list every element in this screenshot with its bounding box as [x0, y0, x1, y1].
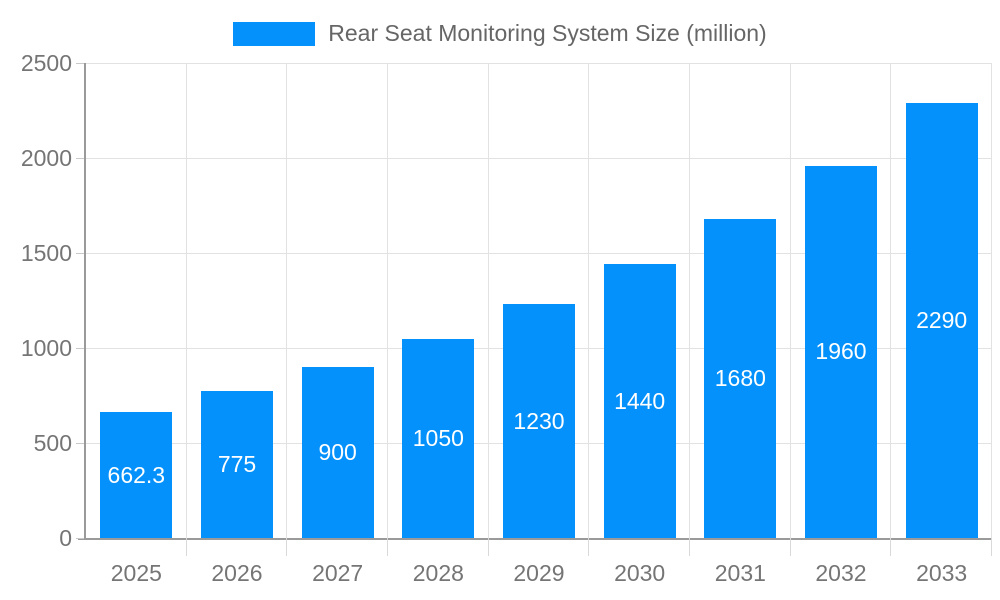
- bar-value-label: 1440: [614, 387, 666, 414]
- x-tick-label: 2025: [110, 560, 162, 586]
- x-axis-tick: [890, 538, 892, 556]
- bar-value-label: 1960: [815, 338, 867, 365]
- y-gridline: [86, 253, 992, 254]
- x-tick-label: 2030: [614, 560, 666, 586]
- x-tick-label: 2032: [815, 560, 867, 586]
- x-gridline: [487, 63, 489, 538]
- x-axis-tick: [991, 538, 992, 556]
- bar-2033[interactable]: 2290: [905, 102, 978, 538]
- x-axis-tick: [387, 538, 388, 556]
- bar-value-label: 662.3: [107, 461, 166, 488]
- y-tick-label: 500: [33, 430, 72, 456]
- bar-2032[interactable]: 1960: [805, 165, 877, 538]
- bar-value-label: 900: [318, 439, 357, 465]
- y-axis-line: [84, 63, 86, 540]
- x-axis-tick: [185, 538, 187, 556]
- x-tick-label: 2033: [916, 560, 968, 586]
- bar-value-label: 1680: [714, 364, 766, 391]
- bar-2028[interactable]: 1050: [402, 338, 475, 538]
- plot-area: 0 500 1000 1500 2000 2500 662.3 2025 775 2026 900 2…: [21, 52, 992, 585]
- y-axis-tick: [76, 443, 84, 444]
- x-gridline: [991, 63, 992, 538]
- bar-2031[interactable]: 1680: [704, 218, 777, 538]
- x-gridline: [185, 63, 187, 538]
- x-axis-tick: [487, 538, 489, 556]
- x-tick-label: 2027: [312, 560, 364, 586]
- y-axis-tick: [76, 63, 84, 64]
- x-gridline: [789, 63, 791, 538]
- legend-item[interactable]: Rear Seat Monitoring System Size (millio…: [0, 20, 1000, 47]
- legend-label: Rear Seat Monitoring System Size (millio…: [328, 20, 767, 46]
- x-axis-tick: [689, 538, 690, 556]
- y-tick-label: 1000: [20, 335, 72, 361]
- x-gridline: [890, 63, 892, 538]
- bar-2026[interactable]: 775: [201, 390, 273, 538]
- y-axis-tick: [76, 158, 84, 159]
- x-gridline: [588, 63, 590, 538]
- x-axis-tick: [789, 538, 791, 556]
- x-axis-line: [78, 538, 992, 540]
- y-gridline: [86, 158, 992, 159]
- legend-swatch: [233, 21, 316, 46]
- y-axis-tick: [76, 348, 84, 349]
- y-tick-label: 1500: [20, 240, 72, 266]
- x-tick-label: 2026: [211, 560, 263, 586]
- bar-2027[interactable]: 900: [301, 367, 374, 538]
- bar-2025[interactable]: 662.3: [100, 412, 173, 538]
- y-axis-tick: [76, 538, 84, 539]
- x-gridline: [689, 63, 690, 538]
- bar-value-label: 1050: [412, 424, 464, 451]
- x-gridline: [387, 63, 388, 538]
- y-tick-label: 2500: [20, 50, 72, 76]
- x-tick-label: 2028: [412, 560, 464, 586]
- bar-value-label: 775: [217, 450, 257, 477]
- x-gridline: [286, 63, 288, 538]
- x-axis-tick: [588, 538, 590, 556]
- x-tick-label: 2031: [714, 560, 766, 586]
- x-tick-label: 2029: [513, 560, 565, 586]
- bar-value-label: 2290: [916, 306, 968, 333]
- bar-2030[interactable]: 1440: [603, 264, 676, 538]
- x-axis-tick: [286, 538, 288, 556]
- y-gridline: [86, 63, 992, 64]
- y-tick-label: 0: [59, 525, 72, 551]
- y-tick-label: 2000: [20, 145, 72, 171]
- y-axis-tick: [76, 253, 84, 254]
- bar-value-label: 1230: [513, 407, 565, 434]
- bar-2029[interactable]: 1230: [503, 304, 575, 538]
